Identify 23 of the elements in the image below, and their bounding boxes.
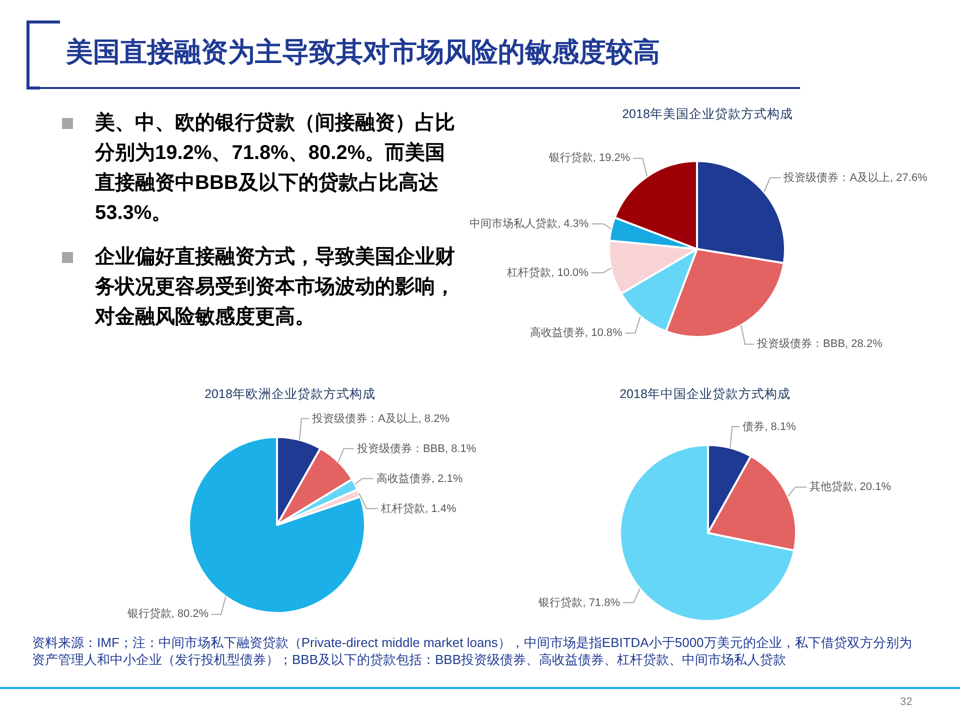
text: 资料来源：IMF；注：中间市场私下融资贷款（Private-direct middle market loans），中间市场是指EBITDA小于5000万美元的企业，私下借贷双方分别为资产管理人和中小企业（发行投机型债券）；BBB及以下的贷款包括：BBB投资级债券、高收益债券、杠杆贷款、中间市场私人贷款 — [32, 634, 912, 668]
slice-label: 中间市场私人贷款, 4.3% — [470, 216, 589, 231]
text: 32 — [900, 696, 912, 708]
text: 美、中、欧的银行贷款（间接融资）占比分别为19.2%、71.8%、80.2%。而美国直接融资中BBB及以下的贷款占比高达53.3%。 — [95, 110, 455, 226]
slice-label: 债券, 8.1% — [742, 420, 796, 434]
slice-label: 投资级债券：A及以上, 8.2% — [312, 412, 450, 426]
slice-label: 其他贷款, 20.1% — [810, 480, 891, 494]
slice-label: 杠杆贷款, 1.4% — [381, 502, 456, 516]
chart-title: 2018年美国企业贷款方式构成 — [622, 106, 793, 121]
slice-label: 投资级债券：BBB, 28.2% — [757, 337, 882, 352]
slice-label: 投资级债券：BBB, 8.1% — [356, 442, 476, 456]
text: 企业偏好直接融资方式，导致美国企业财务状况更容易受到资本市场波动的影响，对金融风险敏感度更高。 — [95, 244, 455, 330]
slice-label: 高收益债券, 2.1% — [376, 472, 463, 486]
slice-label: 高收益债券, 10.8% — [530, 326, 622, 340]
chart-title: 2018年中国企业贷款方式构成 — [620, 386, 790, 401]
slice-label: 银行贷款, 71.8% — [538, 596, 620, 610]
chart-title: 2018年欧洲企业贷款方式构成 — [204, 386, 376, 401]
slice-label: 杠杆贷款, 10.0% — [507, 266, 588, 280]
pie-slice — [619, 444, 796, 622]
slice-label: 投资级债券：A及以上, 27.6% — [784, 170, 928, 185]
slice-label: 银行贷款, 19.2% — [548, 151, 630, 166]
text: 美国直接融资为主导致其对市场风险的敏感度较高 — [66, 36, 660, 69]
slice-label: 银行贷款, 80.2% — [127, 607, 209, 622]
